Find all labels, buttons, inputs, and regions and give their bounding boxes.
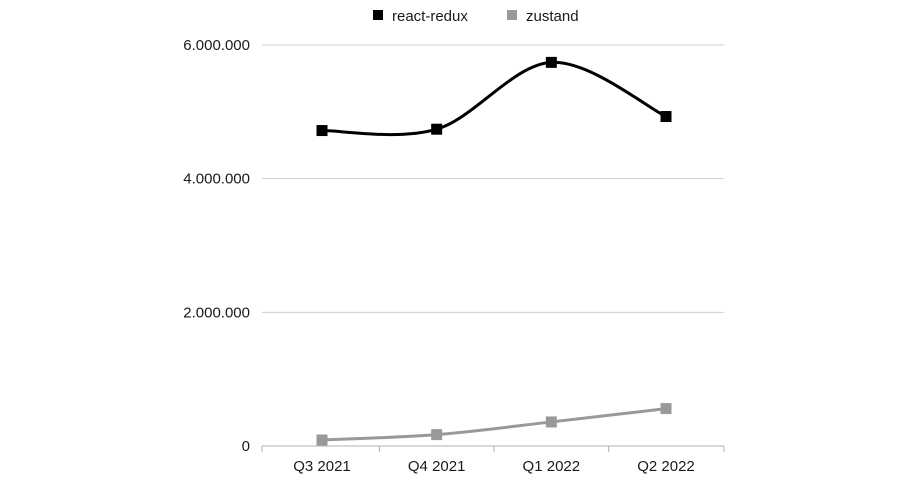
data-point-zustand	[316, 434, 328, 446]
y-axis: 0 2.000.000 4.000.000 6.000.000	[183, 37, 250, 455]
data-point-react-redux	[316, 125, 328, 137]
data-point-zustand	[431, 429, 443, 441]
legend-swatch-zustand	[507, 10, 517, 20]
y-tick-label: 4.000.000	[183, 171, 250, 188]
x-tick-label: Q1 2022	[523, 458, 581, 475]
x-tick-label: Q3 2021	[293, 458, 351, 475]
series-lines	[320, 60, 668, 442]
series-line-react-redux	[320, 60, 668, 137]
data-point-react-redux	[545, 56, 557, 68]
legend-label-zustand: zustand	[526, 8, 579, 25]
data-point-zustand	[660, 403, 672, 415]
data-point-react-redux	[431, 123, 443, 135]
legend-label-react-redux: react-redux	[392, 8, 468, 25]
y-tick-label: 0	[242, 438, 250, 455]
legend: react-redux zustand	[373, 8, 579, 25]
legend-swatch-react-redux	[373, 10, 383, 20]
x-tick-label: Q2 2022	[637, 458, 695, 475]
y-tick-label: 2.000.000	[183, 304, 250, 321]
x-tick-label: Q4 2021	[408, 458, 466, 475]
y-tick-label: 6.000.000	[183, 37, 250, 54]
series-line-zustand	[320, 407, 668, 442]
gridlines	[262, 44, 724, 447]
series-markers	[316, 56, 672, 446]
data-point-zustand	[545, 416, 557, 428]
x-axis: Q3 2021 Q4 2021 Q1 2022 Q2 2022	[261, 446, 725, 475]
data-point-react-redux	[660, 111, 672, 123]
